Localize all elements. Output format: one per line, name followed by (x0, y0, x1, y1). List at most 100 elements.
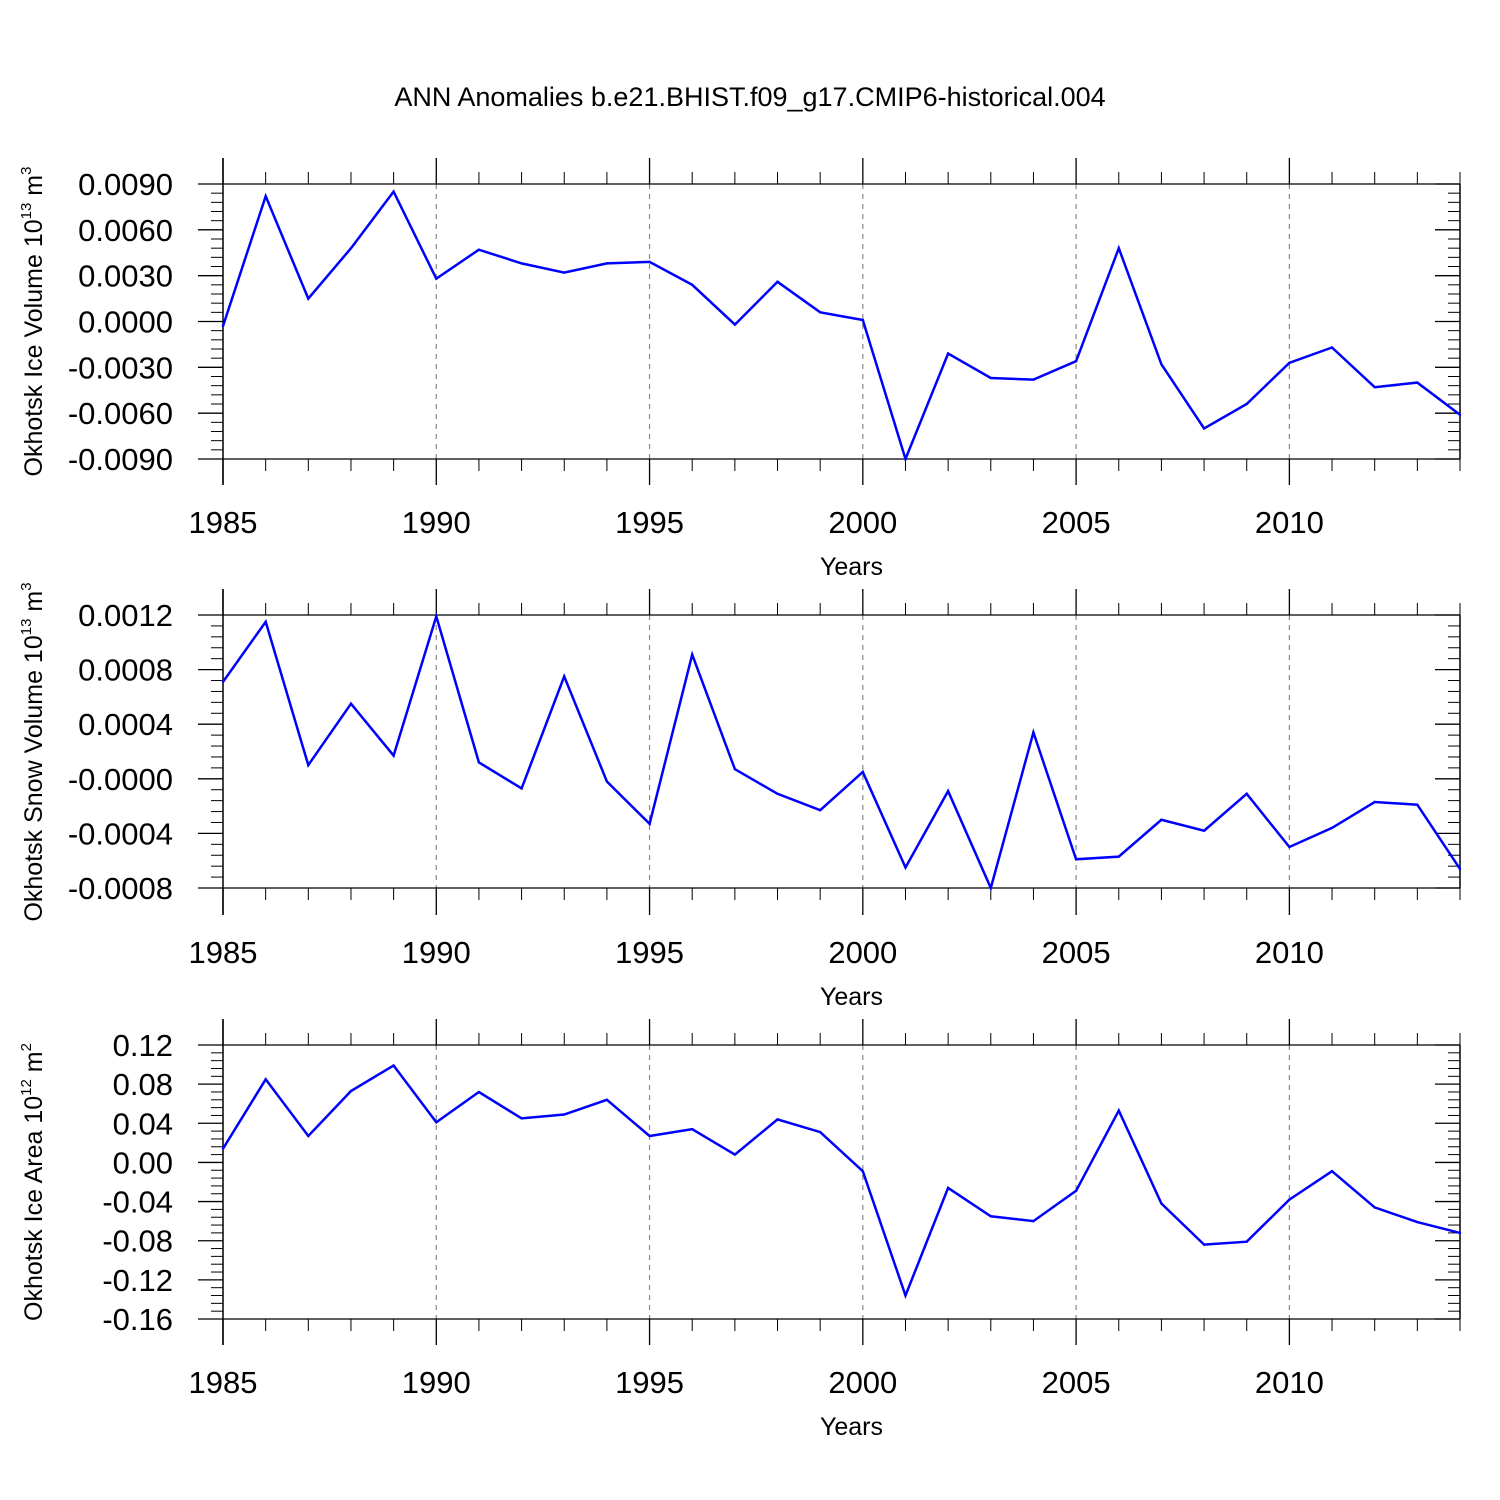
ice-area-data-point (733, 1153, 737, 1156)
ice-area-x-tick-label: 2010 (1255, 1365, 1324, 1400)
ice-area-data-point (221, 1147, 225, 1150)
ice-area-data-point (264, 1078, 267, 1081)
ice-volume-data-point (1416, 381, 1419, 384)
ice-volume-data-point (1373, 385, 1376, 389)
ice-area-data-point (1458, 1231, 1462, 1235)
ice-volume-y-axis-label-exponent: 13 (18, 203, 35, 220)
ice-area-x-tick-label: 1990 (402, 1365, 471, 1400)
snow-volume-y-tick-label: -0.0008 (68, 871, 173, 906)
snow-volume-y-axis-label-main: Okhotsk Snow Volume 10 (20, 635, 48, 921)
ice-area-data-point (1117, 1109, 1120, 1112)
ice-volume-y-tick-label: 0.0030 (78, 259, 173, 294)
ice-area-data-point (861, 1170, 865, 1173)
snow-volume-data-point (563, 675, 566, 678)
ice-area-data-point (904, 1294, 907, 1297)
ice-volume-x-axis-label: Years (820, 553, 883, 581)
snow-volume-y-tick-label: -0.0000 (68, 762, 173, 797)
snow-volume-data-point (349, 702, 353, 705)
snow-volume-x-axis-label: Years (820, 983, 883, 1011)
ice-area-y-axis-label-main: Okhotsk Ice Area 10 (20, 1096, 48, 1321)
snow-volume-data-point (904, 866, 907, 869)
ice-volume-data-point (989, 376, 992, 380)
ice-volume-y-tick-label: -0.0030 (68, 350, 173, 385)
ice-area-x-tick-label: 2005 (1042, 1365, 1111, 1400)
ice-area-data-point (1074, 1189, 1078, 1193)
ice-area-y-tick-label: 0.12 (113, 1028, 173, 1063)
ice-volume-x-tick-label: 2000 (828, 505, 897, 540)
ice-area-data-point (477, 1090, 481, 1094)
snow-volume-data-point (818, 808, 822, 812)
ice-volume-y-axis-label-unit: m (20, 175, 48, 203)
ice-area-data-point (392, 1064, 395, 1067)
ice-volume-y-axis-label-main: Okhotsk Ice Volume 10 (20, 219, 48, 476)
snow-volume-data-point (1373, 800, 1376, 804)
ice-volume-y-tick-label: 0.0000 (78, 305, 173, 340)
snow-volume-data-point (1288, 845, 1291, 849)
snow-volume-data-point (1117, 855, 1120, 858)
ice-volume-data-point (1288, 361, 1291, 364)
ice-volume-x-tick-label: 1990 (402, 505, 471, 540)
ice-area-data-point (1245, 1240, 1248, 1243)
snow-volume-data-point (1160, 818, 1163, 821)
ice-area-data-point (435, 1121, 438, 1124)
snow-volume-data-point (1032, 731, 1035, 734)
ice-area-data-point (989, 1215, 992, 1218)
snow-volume-data-point (435, 615, 438, 618)
ice-area-data-point (307, 1134, 310, 1138)
snow-volume-data-point (648, 822, 651, 826)
ice-area-x-tick-label: 2000 (828, 1365, 897, 1400)
ice-volume-data-point (349, 246, 353, 250)
ice-area-data-point (946, 1186, 950, 1190)
ice-area-y-tick-label: -0.04 (102, 1185, 173, 1220)
ice-volume-data-point (563, 271, 566, 274)
snow-volume-x-tick-label: 2005 (1042, 935, 1111, 970)
ice-area-data-point (605, 1098, 609, 1102)
ice-volume-x-tick-label: 2005 (1042, 505, 1111, 540)
ice-volume-data-point (776, 280, 779, 283)
ice-volume-data-point (605, 262, 609, 265)
snow-volume-x-tick-label: 1985 (189, 935, 258, 970)
snow-volume-data-point (520, 787, 523, 790)
ice-area-x-tick-label: 1995 (615, 1365, 684, 1400)
snow-volume-data-point (1245, 792, 1248, 796)
ice-area-y-axis-label-unit-exponent: 2 (18, 1043, 35, 1051)
ice-area-y-tick-label: 0.00 (113, 1145, 173, 1180)
snow-volume-data-point (946, 789, 950, 793)
ice-volume-data-point (691, 283, 694, 287)
ice-volume-x-tick-label: 1995 (615, 505, 684, 540)
snow-volume-data-point (307, 763, 310, 767)
ice-area-y-tick-label: -0.08 (102, 1224, 173, 1259)
snow-volume-data-point (477, 761, 481, 764)
ice-volume-data-point (733, 323, 737, 326)
snow-volume-data-point (989, 886, 992, 890)
snow-volume-x-tick-label: 1990 (402, 935, 471, 970)
ice-area-data-point (1032, 1219, 1035, 1223)
ice-area-y-axis-label-exponent: 12 (18, 1079, 35, 1096)
snow-volume-y-tick-label: 0.0012 (78, 598, 173, 633)
ice-volume-data-point (1032, 378, 1035, 381)
ice-volume-y-tick-label: 0.0090 (78, 167, 173, 202)
ice-volume-data-point (1117, 246, 1120, 250)
snow-volume-data-point (861, 770, 865, 774)
ice-volume-y-tick-label: -0.0090 (68, 442, 173, 477)
snow-volume-data-point (691, 653, 694, 656)
ice-volume-data-point (648, 260, 651, 264)
snow-volume-data-point (264, 620, 267, 624)
ice-volume-data-point (946, 352, 950, 355)
ice-area-data-point (776, 1118, 779, 1121)
ice-area-data-point (1373, 1206, 1376, 1209)
ice-volume-y-axis-label-unit-exponent: 3 (18, 167, 35, 175)
snow-volume-data-point (605, 780, 609, 783)
ice-volume-data-point (477, 248, 481, 251)
ice-area-y-tick-label: -0.12 (102, 1263, 173, 1298)
snow-volume-data-point (1074, 858, 1078, 861)
snow-volume-y-tick-label: 0.0008 (78, 653, 173, 688)
snow-volume-data-point (1416, 803, 1419, 806)
ice-volume-data-point (435, 277, 438, 280)
ice-volume-data-point (392, 190, 395, 193)
ice-area-data-point (1416, 1220, 1419, 1224)
snow-volume-data-point (1330, 826, 1334, 830)
ice-volume-data-point (1074, 360, 1078, 363)
ice-volume-data-point (1458, 413, 1462, 416)
ice-area-data-point (1160, 1202, 1163, 1205)
